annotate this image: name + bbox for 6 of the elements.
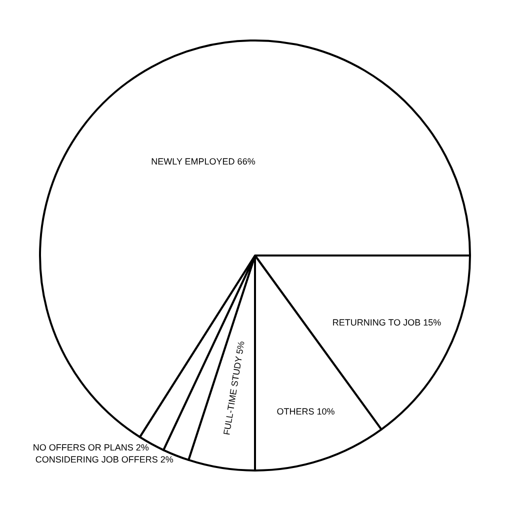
slice-label: FULL-TIME STUDY 5% — [222, 340, 246, 436]
slice-label: NEWLY EMPLOYED 66% — [151, 156, 256, 166]
slice-label: OTHERS 10% — [276, 406, 335, 417]
slice-label: RETURNING TO JOB 15% — [332, 318, 442, 328]
slice-label: NO OFFERS OR PLANS 2% — [32, 442, 149, 453]
slice-label: CONSIDERING JOB OFFERS 2% — [35, 454, 174, 465]
